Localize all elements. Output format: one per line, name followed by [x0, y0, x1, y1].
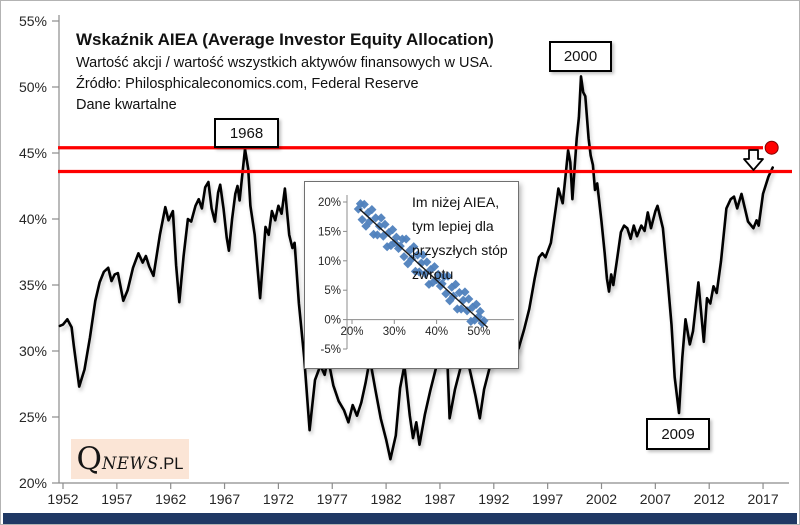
y-tick-label: 20% [19, 475, 47, 491]
scatter-point [467, 302, 478, 312]
annotation-1968: 1968 [214, 118, 279, 148]
scatter-point [380, 219, 390, 229]
scatter-point [371, 213, 381, 223]
qnews-logo: Q NEWS .PL [71, 439, 189, 479]
inset-x-tick-label: 20% [340, 326, 363, 338]
scatter-point [475, 306, 485, 316]
y-tick-label: 30% [19, 343, 47, 359]
x-tick-label: 2012 [694, 491, 725, 507]
current-value-dot [764, 140, 779, 155]
down-arrow-icon [743, 149, 764, 171]
annotation-2009: 2009 [646, 418, 710, 450]
inset-y-tick-label: 15% [318, 226, 341, 238]
inset-x-tick-label: 40% [425, 326, 448, 338]
scatter-point [365, 216, 375, 227]
scatter-point [405, 245, 415, 255]
x-tick-label: 2017 [747, 491, 778, 507]
aiea-series-line [58, 75, 775, 461]
x-tick-label: 1962 [155, 491, 186, 507]
scatter-point [445, 296, 455, 306]
y-tick-label: 50% [19, 79, 47, 95]
inset-x-tick-label: 50% [467, 326, 490, 338]
inset-y-tick-label: 0% [324, 315, 341, 327]
bottom-accent-bar [3, 513, 797, 524]
scatter-point [437, 279, 447, 289]
inset-y-tick-label: -5% [321, 344, 341, 356]
x-tick-label: 2007 [640, 491, 671, 507]
inset-x-tick-label: 30% [383, 326, 406, 338]
scatter-point [454, 287, 465, 298]
y-tick-label: 25% [19, 409, 47, 425]
inset-y-tick-label: 5% [324, 285, 341, 297]
qnews-logo-q: Q [76, 441, 102, 477]
inset-scatter-panel: 20% 15% 10% 5% 0% -5% 20% 30% 40% 50% Im niżej AI… [304, 181, 519, 369]
inset-y-tick-label: 10% [318, 256, 341, 268]
x-tick-label: 1957 [101, 491, 132, 507]
chart-subtitle: Wartość akcji / wartość wszystkich aktyw… [76, 55, 493, 71]
scatter-point [443, 271, 453, 281]
x-tick-label: 1987 [424, 491, 455, 507]
x-tick-label: 1982 [371, 491, 402, 507]
x-tick-label: 1952 [47, 491, 78, 507]
qnews-logo-domain: .PL [158, 455, 184, 473]
x-tick-label: 1977 [317, 491, 348, 507]
x-tick-label: 1997 [532, 491, 563, 507]
inset-scatter-chart: 20% 15% 10% 5% 0% -5% 20% 30% 40% 50% [318, 195, 514, 356]
scatter-point [412, 250, 423, 260]
trend-line [359, 208, 488, 328]
chart-source: Źródło: Philosphicaleconomics.com, Feder… [76, 76, 419, 92]
scatter-point [376, 213, 386, 223]
scatter-point [401, 234, 411, 244]
x-tick-label: 1972 [263, 491, 294, 507]
scatter-point [428, 277, 438, 288]
chart-title: Wskaźnik AIEA (Average Investor Equity A… [76, 30, 494, 49]
y-tick-label: 40% [19, 211, 47, 227]
x-tick-label: 2002 [586, 491, 617, 507]
y-tick-label: 45% [19, 145, 47, 161]
scatter-point [353, 204, 363, 214]
inset-caption: Im niżej AIEA, tym lepiej dla przyszłych… [412, 194, 508, 282]
annotation-2000: 2000 [549, 41, 612, 72]
scatter-point [378, 231, 388, 241]
y-tick-label: 35% [19, 277, 47, 293]
x-tick-label: 1967 [209, 491, 240, 507]
inset-y-tick-label: 20% [318, 197, 341, 209]
y-tick-label: 55% [19, 13, 47, 29]
qnews-logo-news: NEWS [101, 454, 159, 473]
chart-frequency-note: Dane kwartalne [76, 97, 177, 113]
scatter-point [372, 230, 382, 240]
x-tick-label: 1992 [478, 491, 509, 507]
scatter-point [471, 299, 481, 309]
scatter-point [409, 242, 419, 252]
scatter-point [479, 316, 489, 326]
